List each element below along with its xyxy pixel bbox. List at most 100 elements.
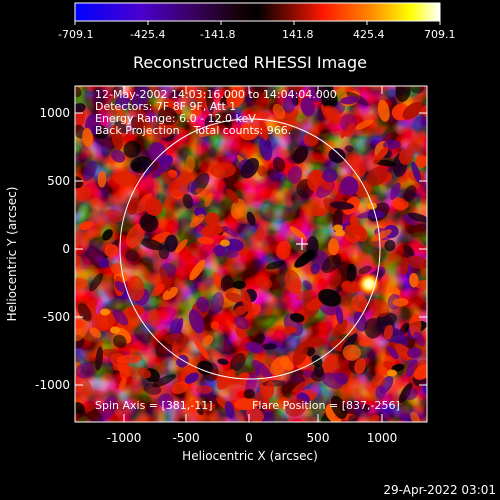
texture-blob [75, 319, 85, 329]
texture-blob [284, 269, 302, 295]
texture-blob [414, 279, 427, 290]
texture-blob [162, 286, 178, 301]
texture-blob [345, 224, 367, 236]
texture-blob [384, 239, 396, 252]
texture-blob [272, 103, 286, 120]
texture-blob [303, 336, 324, 348]
texture-blob [112, 308, 129, 326]
spin-axis-label: Spin Axis = [381,-11] [95, 399, 213, 412]
texture-blob [265, 260, 285, 270]
texture-blob [126, 223, 145, 249]
plot-title: Reconstructed RHESSI Image [133, 53, 367, 72]
texture-blob [391, 363, 405, 372]
texture-blob [289, 313, 305, 323]
texture-blob [197, 236, 215, 245]
texture-blob [217, 358, 229, 365]
texture-blob [340, 96, 359, 105]
texture-blob [140, 214, 159, 233]
texture-blob [332, 319, 348, 338]
texture-blob [344, 145, 354, 153]
colorbar-tick: -709.1 [58, 28, 93, 41]
texture-blob [234, 305, 247, 316]
texture-blob [306, 297, 324, 311]
texture-blob [75, 103, 86, 113]
texture-blob [233, 315, 250, 330]
colorbar-tick: 141.8 [282, 28, 314, 41]
texture-blob [115, 94, 130, 111]
texture-blob [226, 249, 239, 259]
texture-blob [111, 171, 138, 186]
texture-blob [405, 359, 418, 378]
texture-blob [159, 267, 172, 292]
texture-blob [98, 258, 110, 269]
texture-blob [322, 169, 338, 183]
info-line-energy: Energy Range: 6.0 - 12.0 keV [95, 112, 256, 125]
texture-blob [320, 354, 338, 378]
texture-blob [257, 165, 266, 177]
texture-blob [375, 385, 387, 400]
texture-blob [195, 385, 213, 394]
x-tick-label: 0 [245, 431, 253, 445]
texture-blob [330, 273, 342, 290]
texture-blob [252, 86, 269, 93]
texture-blob [127, 197, 139, 215]
texture-blob [97, 171, 107, 188]
texture-blob [403, 244, 415, 257]
texture-blob [116, 106, 128, 125]
texture-blob [140, 238, 164, 251]
texture-blob [190, 104, 202, 117]
texture-blob [189, 259, 206, 281]
texture-blob [294, 249, 316, 268]
texture-blob [292, 145, 309, 164]
texture-blob [149, 309, 161, 328]
texture-blob [112, 86, 124, 97]
texture-blob [321, 91, 338, 109]
texture-blob [362, 404, 371, 413]
hot-spot [110, 326, 120, 334]
texture-blob [413, 363, 427, 380]
texture-blob [234, 397, 260, 411]
texture-blob [300, 96, 315, 117]
texture-blob [187, 180, 198, 193]
info-line-method: Back Projection Total counts: 966. [95, 124, 291, 137]
texture-blob [205, 212, 220, 227]
texture-blob [246, 211, 256, 226]
flare-position-label: Flare Position = [837,-256] [252, 399, 400, 412]
texture-blob [259, 409, 275, 422]
flare-source [357, 272, 381, 296]
texture-blob [401, 257, 409, 276]
texture-blob [104, 244, 119, 258]
texture-blob [171, 381, 189, 395]
texture-blob [216, 369, 236, 390]
texture-blob [311, 355, 323, 367]
texture-blob [321, 372, 344, 389]
texture-blob [314, 169, 334, 191]
hot-spot [367, 202, 377, 210]
texture-blob [252, 360, 272, 379]
texture-blob [239, 123, 260, 141]
texture-blob [354, 358, 367, 375]
texture-blob [164, 333, 190, 346]
texture-blob [225, 188, 239, 204]
texture-blob [111, 263, 123, 275]
texture-blob [328, 148, 346, 163]
texture-blob [265, 380, 275, 394]
info-line-detectors: Detectors: 7F 8F 9F, Att 1 [95, 100, 236, 113]
texture-blob [152, 374, 176, 388]
texture-blob [347, 153, 366, 177]
texture-blob [344, 122, 356, 137]
texture-blob [213, 272, 221, 287]
texture-blob [175, 238, 188, 254]
texture-blob [324, 105, 341, 122]
texture-blob [331, 255, 341, 265]
texture-blob [310, 369, 326, 382]
texture-blob [131, 86, 151, 109]
texture-blob [403, 185, 417, 202]
texture-blob [158, 106, 178, 126]
image-plot-area [74, 85, 428, 423]
texture-blob [76, 186, 92, 202]
texture-blob [410, 86, 425, 94]
y-tick-label: 0 [62, 242, 70, 256]
texture-blob [79, 221, 94, 231]
texture-blob [295, 290, 312, 301]
